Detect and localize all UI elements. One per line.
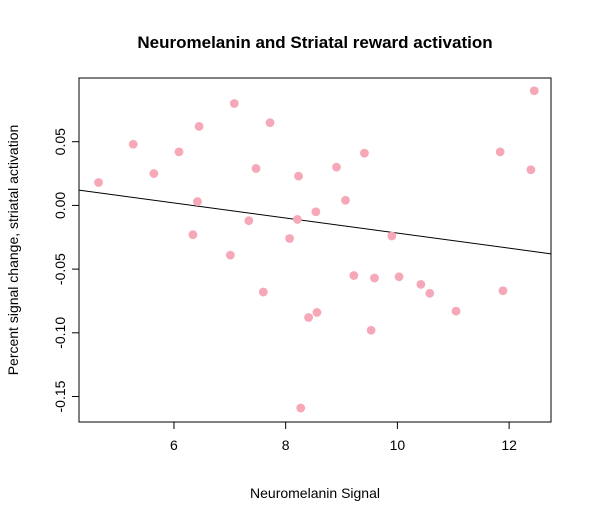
data-point (341, 195, 350, 205)
data-point (194, 122, 204, 131)
data-point (526, 165, 536, 175)
y-tick-label: -0.15 (52, 380, 68, 412)
data-point (360, 148, 369, 158)
data-points (94, 86, 539, 413)
data-point (370, 273, 379, 283)
data-point (332, 162, 341, 172)
x-tick-label: 8 (282, 437, 290, 453)
y-tick-label: 0.00 (52, 192, 68, 219)
data-point (349, 271, 359, 280)
data-point (244, 216, 254, 226)
data-point (312, 308, 322, 317)
x-axis: 6 8 10 12 (170, 422, 517, 453)
data-point (193, 197, 202, 206)
x-tick-label: 12 (501, 437, 517, 453)
data-point (366, 325, 376, 335)
data-point (265, 118, 275, 127)
data-point (174, 147, 184, 157)
data-point (495, 147, 505, 157)
data-point (94, 178, 103, 187)
data-point (293, 215, 302, 224)
regression-line-group (78, 189, 552, 255)
data-point (128, 139, 138, 149)
x-tick-label: 6 (170, 437, 178, 453)
data-point (149, 169, 159, 178)
y-tick-label: -0.10 (52, 317, 68, 349)
chart-title: Neuromelanin and Striatal reward activat… (137, 33, 492, 52)
data-point (296, 403, 306, 413)
data-point (311, 207, 321, 217)
data-point (304, 313, 313, 322)
data-point (451, 306, 461, 316)
data-point (225, 250, 235, 260)
data-point (251, 164, 261, 173)
data-point (285, 234, 294, 243)
plot-frame (78, 77, 552, 423)
x-axis-label: Neuromelanin Signal (250, 485, 380, 501)
data-point (529, 86, 539, 96)
data-point (258, 287, 268, 297)
y-axis-label: Percent signal change, striatal activati… (5, 125, 21, 376)
y-axis: -0.15 -0.10 -0.05 0.00 0.05 (52, 128, 79, 412)
x-tick-label: 10 (390, 437, 406, 453)
data-point (425, 288, 435, 298)
data-point (394, 272, 404, 282)
data-point (229, 99, 239, 108)
data-point (188, 230, 198, 240)
y-tick-label: -0.05 (52, 253, 68, 285)
y-tick-label: 0.05 (52, 128, 68, 155)
data-point (387, 231, 397, 241)
regression-line (78, 189, 552, 255)
data-point (498, 286, 508, 296)
data-point (294, 171, 303, 181)
data-point (416, 280, 426, 289)
